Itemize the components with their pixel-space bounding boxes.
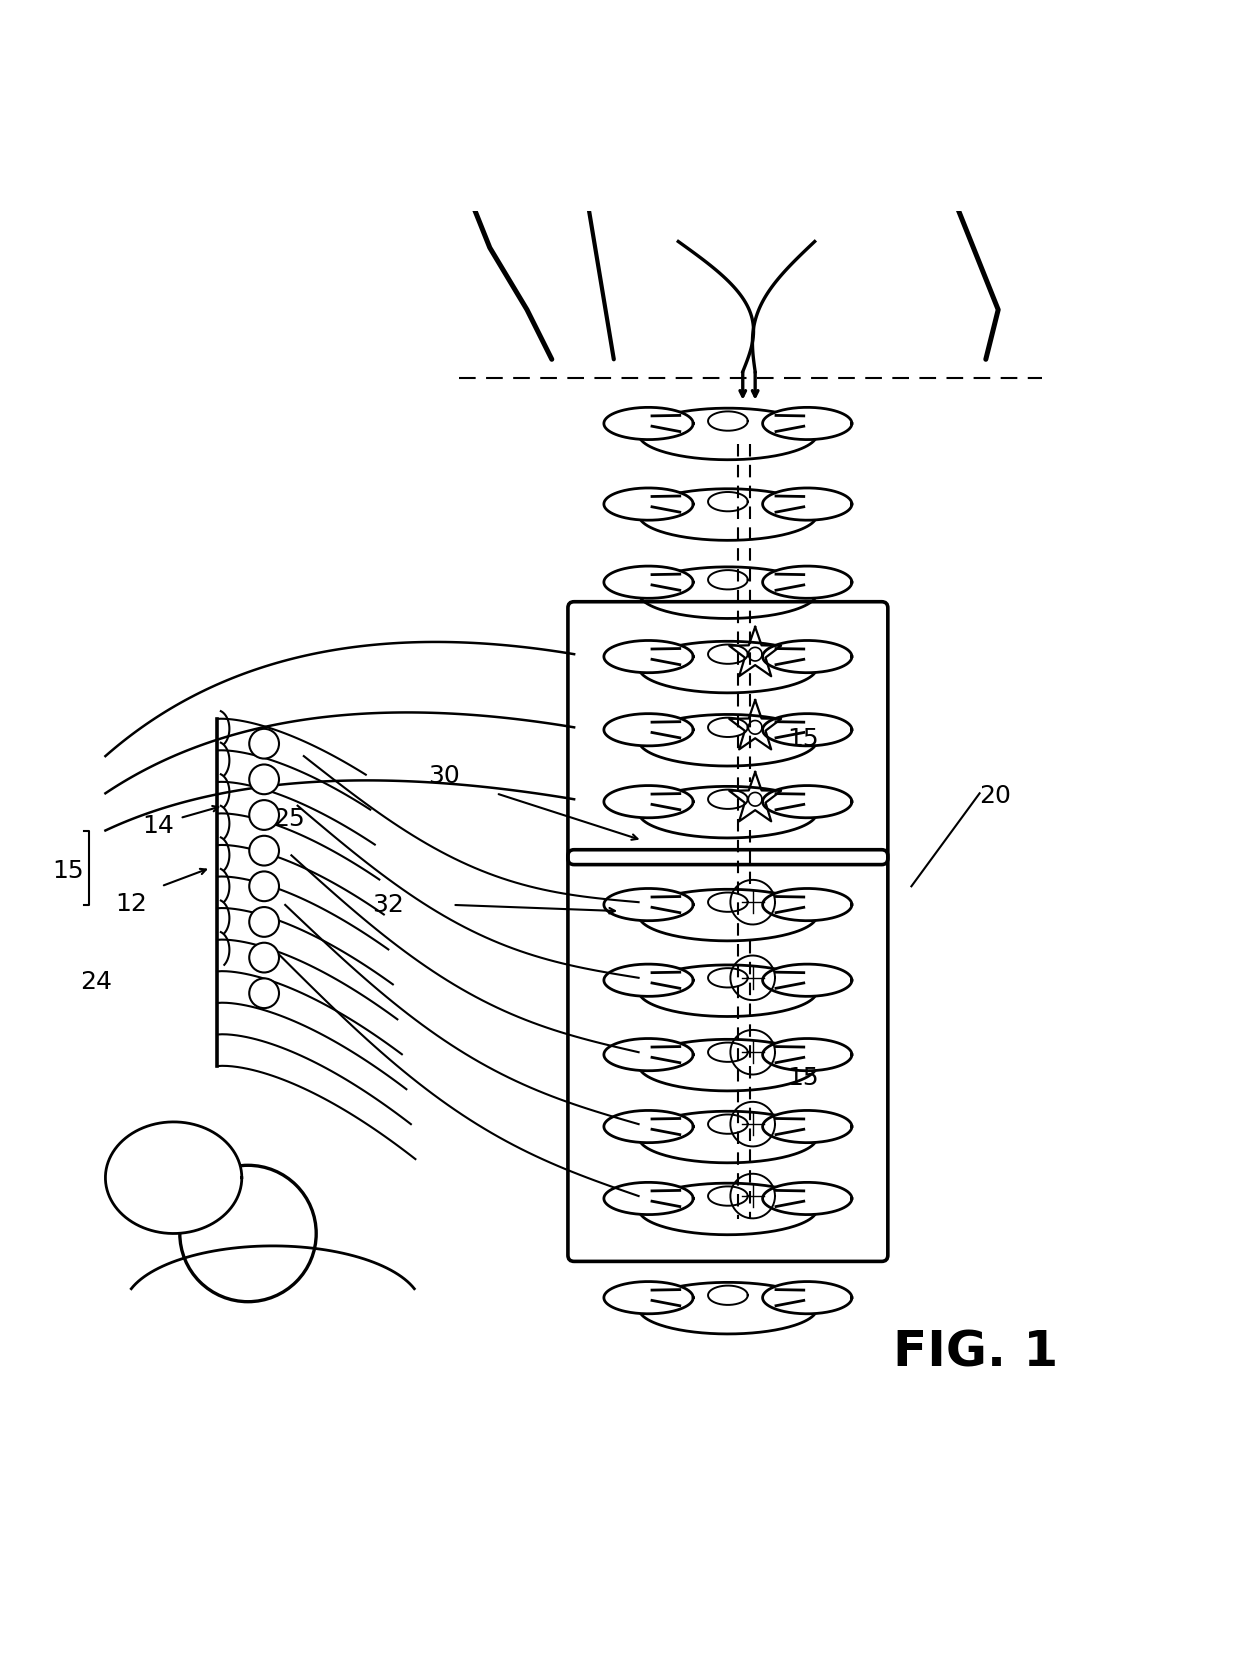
Text: FIG. 1: FIG. 1 — [893, 1329, 1058, 1375]
Polygon shape — [763, 714, 852, 746]
Polygon shape — [639, 714, 817, 766]
Polygon shape — [604, 786, 693, 817]
Text: 12: 12 — [115, 892, 148, 917]
Polygon shape — [639, 1282, 817, 1334]
Polygon shape — [708, 789, 748, 809]
Text: 15: 15 — [787, 728, 820, 751]
Polygon shape — [708, 718, 748, 737]
Text: 32: 32 — [372, 894, 404, 917]
Polygon shape — [763, 786, 852, 817]
Polygon shape — [763, 566, 852, 598]
Polygon shape — [639, 965, 817, 1017]
Polygon shape — [708, 968, 748, 988]
Text: 30: 30 — [428, 764, 460, 789]
Polygon shape — [639, 786, 817, 837]
Polygon shape — [763, 1038, 852, 1071]
Polygon shape — [708, 1286, 748, 1306]
Polygon shape — [639, 488, 817, 540]
Polygon shape — [604, 1183, 693, 1214]
Polygon shape — [763, 1111, 852, 1143]
Polygon shape — [639, 409, 817, 460]
Circle shape — [249, 907, 279, 937]
Text: 14: 14 — [143, 814, 175, 839]
Polygon shape — [708, 412, 748, 430]
Polygon shape — [604, 566, 693, 598]
Polygon shape — [604, 407, 693, 440]
Text: 25: 25 — [273, 807, 305, 830]
Polygon shape — [639, 1040, 817, 1091]
Polygon shape — [763, 1282, 852, 1314]
Polygon shape — [604, 1038, 693, 1071]
Polygon shape — [708, 892, 748, 912]
Circle shape — [249, 835, 279, 865]
Text: 10: 10 — [192, 1196, 224, 1219]
Text: 15: 15 — [52, 859, 84, 882]
Polygon shape — [708, 1186, 748, 1206]
Polygon shape — [604, 714, 693, 746]
Circle shape — [249, 801, 279, 830]
Text: 24: 24 — [81, 970, 113, 995]
Polygon shape — [763, 1183, 852, 1214]
Polygon shape — [604, 1282, 693, 1314]
Polygon shape — [708, 644, 748, 664]
Circle shape — [249, 978, 279, 1008]
Polygon shape — [708, 1043, 748, 1061]
Circle shape — [249, 764, 279, 794]
Circle shape — [249, 729, 279, 759]
Polygon shape — [604, 889, 693, 920]
Polygon shape — [604, 641, 693, 673]
Polygon shape — [763, 641, 852, 673]
Polygon shape — [763, 407, 852, 440]
Polygon shape — [639, 889, 817, 940]
Polygon shape — [105, 1121, 242, 1234]
Polygon shape — [639, 1183, 817, 1234]
Polygon shape — [708, 492, 748, 512]
Polygon shape — [763, 889, 852, 920]
Polygon shape — [604, 488, 693, 520]
Polygon shape — [708, 1115, 748, 1134]
Polygon shape — [604, 1111, 693, 1143]
Circle shape — [180, 1166, 316, 1302]
Polygon shape — [639, 1111, 817, 1163]
Polygon shape — [639, 566, 817, 618]
Text: 20: 20 — [980, 784, 1012, 809]
Polygon shape — [763, 488, 852, 520]
Polygon shape — [708, 570, 748, 590]
Polygon shape — [763, 963, 852, 997]
Polygon shape — [604, 963, 693, 997]
Text: 15: 15 — [787, 1066, 820, 1090]
Polygon shape — [639, 641, 817, 693]
Circle shape — [249, 943, 279, 972]
Circle shape — [249, 872, 279, 902]
